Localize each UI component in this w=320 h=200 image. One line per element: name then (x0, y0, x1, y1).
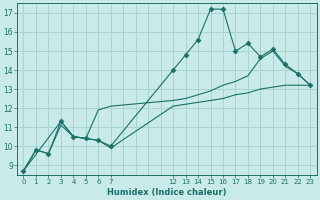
X-axis label: Humidex (Indice chaleur): Humidex (Indice chaleur) (107, 188, 227, 197)
